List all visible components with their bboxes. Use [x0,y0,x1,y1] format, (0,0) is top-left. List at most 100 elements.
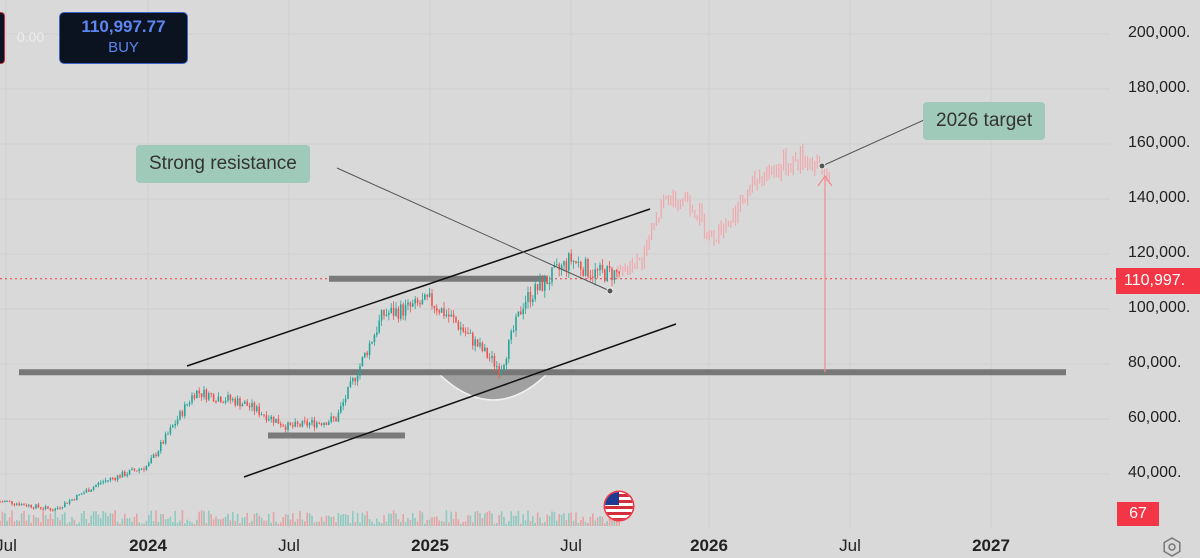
us-flag-icon[interactable] [603,490,635,522]
volume-bar [551,511,553,526]
price-candle [270,416,272,420]
volume-bar [1,511,4,526]
price-candle [239,398,241,407]
buy-button[interactable]: 110,997.77 BUY [59,12,188,64]
volume-bar [400,521,402,526]
price-candle [505,359,508,366]
price-candle [344,398,347,403]
volume-bar [112,513,114,526]
price-candle [445,314,448,316]
target-callout-point [818,162,826,170]
price-candle [452,314,455,318]
volume-bar [184,523,186,526]
price-candle [431,293,433,306]
time-tick-label: 2026 [690,536,728,555]
target-note[interactable]: 2026 target [923,102,1046,140]
volume-bar [575,512,577,526]
price-candle [78,494,80,496]
drawings[interactable] [19,208,1066,478]
price-candle [56,507,59,509]
price-candle [289,422,292,426]
price-candle [337,412,340,422]
time-tick-label: 2027 [972,536,1010,555]
volume-bar [385,521,388,526]
sell-button[interactable] [0,12,5,64]
volume-bar [138,522,140,526]
resistance-note[interactable]: Strong resistance [136,145,310,183]
price-candle [601,264,604,270]
price-candle [150,457,152,463]
volume-bar [330,516,332,526]
price-candle [227,394,229,401]
volume-bar [508,521,510,526]
volume-bar [37,517,40,526]
price-candle [546,276,548,285]
time-tick-label: 2025 [411,536,449,555]
volume-bar [88,523,90,526]
price-candle [143,468,145,470]
volume-bar [584,521,587,526]
volume-bar [220,519,222,526]
volume-bar [445,510,448,526]
volume-bar [532,516,534,526]
price-candle [251,402,253,408]
volume-bar [414,518,416,526]
price-candle [121,471,124,478]
volume-bar [128,518,131,526]
price-candle [308,423,311,426]
time-tick-label: Jul [560,536,582,555]
volume-bar [409,519,412,526]
price-candle [169,427,172,434]
volume-bar [515,515,517,526]
volume-bar [332,516,335,526]
price-candle [316,422,318,428]
price-candle [282,425,284,427]
volume-bar [376,518,378,526]
volume-bar [97,514,100,526]
volume-bar [251,520,253,526]
volume-bar [472,522,474,526]
price-candle [580,261,582,270]
price-candle [232,399,234,401]
volume-bar [349,523,352,526]
volume-bar [402,514,404,526]
volume-bar [73,519,76,526]
volume-bar [436,516,438,526]
current-price-tag: 110,997. [1116,268,1200,294]
volume-bar [484,513,486,526]
volume-bar [294,521,296,526]
volume-bar [56,517,59,526]
price-tick-label: 160,000. [1128,134,1191,151]
price-candle [181,411,184,417]
volume-bar [395,513,397,526]
price-candle [210,393,212,395]
volume-bar [85,518,88,526]
volume-bar [582,516,584,526]
volume-bar [20,513,23,526]
overlays[interactable] [336,119,925,373]
settings-icon[interactable] [1162,537,1182,557]
price-candle [1,501,4,503]
price-candle [68,500,71,504]
volume-bars [0,510,620,526]
price-candle [541,279,544,291]
price-candle [428,293,431,297]
price-candle [582,269,584,276]
price-candle [551,267,553,283]
price-candle [64,502,66,508]
volume-bar [8,517,11,526]
volume-bar [462,521,464,526]
price-candle [611,268,613,281]
price-candle [294,421,296,427]
price-candle [92,486,95,490]
price-candle [116,475,119,481]
price-candle [536,284,539,291]
price-candle [570,253,572,262]
price-candle [80,493,83,495]
price-candle [332,416,335,419]
price-candle [460,327,462,330]
price-candle [361,357,364,367]
indicator-value-badge: 67 [1117,502,1159,526]
